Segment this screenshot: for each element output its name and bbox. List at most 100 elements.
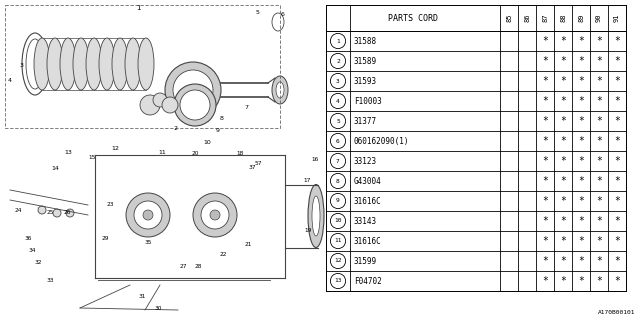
Text: *: * [596, 96, 602, 106]
Text: *: * [560, 76, 566, 86]
Text: *: * [542, 136, 548, 146]
Text: *: * [578, 96, 584, 106]
Text: *: * [542, 96, 548, 106]
Text: *: * [542, 236, 548, 246]
Text: *: * [596, 216, 602, 226]
Circle shape [162, 97, 178, 113]
Text: *: * [560, 196, 566, 206]
Ellipse shape [86, 38, 102, 90]
Text: *: * [542, 216, 548, 226]
Ellipse shape [99, 38, 115, 90]
Text: 1: 1 [336, 38, 340, 44]
Text: 2: 2 [173, 125, 177, 131]
Text: F04702: F04702 [354, 276, 381, 285]
Text: *: * [578, 136, 584, 146]
Circle shape [153, 93, 167, 107]
Text: *: * [560, 136, 566, 146]
Ellipse shape [180, 90, 210, 120]
Text: *: * [614, 36, 620, 46]
Circle shape [330, 93, 346, 108]
Text: 30: 30 [154, 306, 162, 310]
Text: 91: 91 [614, 14, 620, 22]
Text: 29: 29 [101, 236, 109, 241]
Text: *: * [596, 36, 602, 46]
Text: 6: 6 [336, 139, 340, 143]
Text: *: * [614, 236, 620, 246]
Text: 35: 35 [144, 239, 152, 244]
Text: 19: 19 [304, 228, 312, 233]
Ellipse shape [134, 201, 162, 229]
Text: *: * [560, 236, 566, 246]
Text: *: * [596, 56, 602, 66]
Text: *: * [614, 56, 620, 66]
Text: 8: 8 [220, 116, 224, 121]
Text: 87: 87 [542, 14, 548, 22]
Text: *: * [542, 156, 548, 166]
Text: 28: 28 [195, 263, 202, 268]
Text: A170B00101: A170B00101 [598, 310, 635, 316]
Text: 16: 16 [312, 156, 319, 162]
Text: 88: 88 [560, 14, 566, 22]
Text: *: * [596, 196, 602, 206]
Text: 6: 6 [281, 12, 285, 17]
Text: *: * [542, 116, 548, 126]
Text: 57: 57 [254, 161, 262, 165]
Text: *: * [578, 256, 584, 266]
Ellipse shape [201, 201, 229, 229]
Text: 14: 14 [51, 165, 59, 171]
Text: 32: 32 [35, 260, 42, 265]
Text: 85: 85 [506, 14, 512, 22]
Text: 31616C: 31616C [354, 196, 381, 205]
Text: 23: 23 [106, 203, 114, 207]
Text: *: * [578, 216, 584, 226]
Text: *: * [614, 96, 620, 106]
Text: 31588: 31588 [354, 36, 377, 45]
Text: 34: 34 [28, 247, 36, 252]
Text: 13: 13 [334, 278, 342, 284]
Text: 3: 3 [20, 62, 24, 68]
Text: *: * [614, 176, 620, 186]
Ellipse shape [312, 196, 320, 236]
Text: *: * [596, 276, 602, 286]
Text: 13: 13 [64, 149, 72, 155]
Text: *: * [596, 176, 602, 186]
Text: *: * [560, 276, 566, 286]
Text: 90: 90 [596, 14, 602, 22]
Text: 11: 11 [158, 149, 166, 155]
Text: *: * [560, 116, 566, 126]
Text: 060162090(1): 060162090(1) [354, 137, 410, 146]
Text: 31: 31 [138, 294, 146, 300]
Text: 12: 12 [111, 146, 119, 150]
Text: *: * [578, 156, 584, 166]
Text: 20: 20 [191, 150, 199, 156]
Circle shape [330, 133, 346, 148]
Text: *: * [560, 96, 566, 106]
Ellipse shape [60, 38, 76, 90]
Text: 21: 21 [244, 243, 252, 247]
Text: 31377: 31377 [354, 116, 377, 125]
Text: 2: 2 [336, 59, 340, 63]
Text: *: * [614, 196, 620, 206]
Text: *: * [542, 76, 548, 86]
Text: 31593: 31593 [354, 76, 377, 85]
Text: *: * [578, 116, 584, 126]
Text: 9: 9 [336, 198, 340, 204]
Circle shape [140, 95, 160, 115]
Text: 37: 37 [248, 164, 256, 170]
Text: *: * [614, 136, 620, 146]
Circle shape [66, 209, 74, 217]
Text: 18: 18 [236, 150, 244, 156]
Text: *: * [560, 176, 566, 186]
Text: 5: 5 [256, 10, 260, 14]
Text: *: * [560, 156, 566, 166]
Text: *: * [596, 76, 602, 86]
Text: G43004: G43004 [354, 177, 381, 186]
Text: 31616C: 31616C [354, 236, 381, 245]
Ellipse shape [173, 70, 213, 110]
Text: 17: 17 [303, 178, 310, 182]
Text: 31589: 31589 [354, 57, 377, 66]
Text: 8: 8 [336, 179, 340, 183]
Text: 36: 36 [24, 236, 32, 241]
Text: 9: 9 [216, 127, 220, 132]
Ellipse shape [174, 84, 216, 126]
